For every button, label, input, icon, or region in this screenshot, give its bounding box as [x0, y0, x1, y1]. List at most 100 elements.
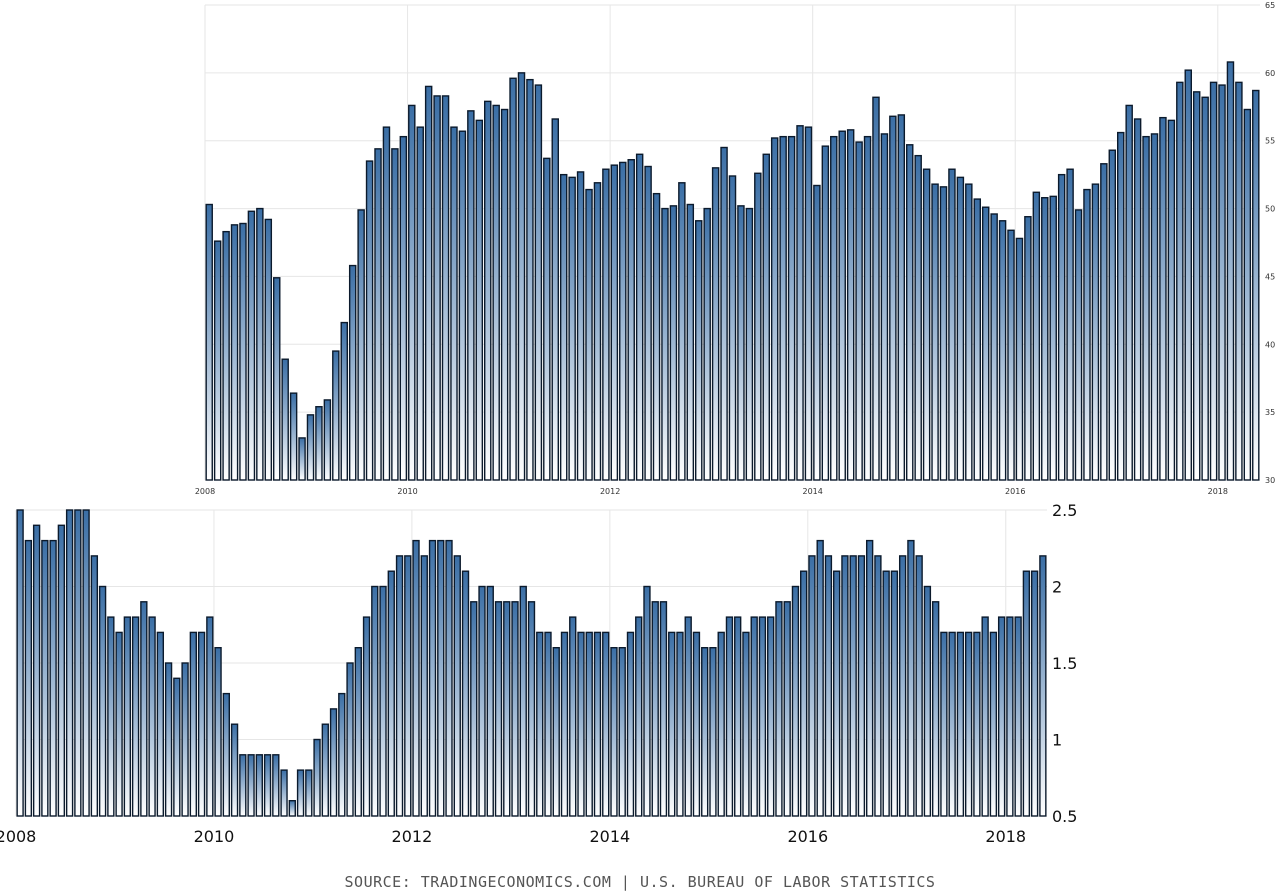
bottom-bar	[371, 585, 379, 817]
top-bar	[509, 77, 517, 481]
bottom-bar	[321, 723, 329, 817]
top-bar	[424, 85, 433, 481]
top-y-tick-label: 45	[1265, 272, 1275, 281]
bottom-bar	[247, 754, 255, 817]
bottom-bar	[659, 601, 668, 817]
bottom-bar	[536, 631, 544, 817]
top-bar	[635, 153, 644, 481]
bottom-bar	[214, 647, 222, 817]
top-bar	[433, 95, 441, 481]
bottom-bar	[717, 631, 725, 817]
bottom-bar	[32, 524, 41, 817]
top-y-tick-label: 65	[1265, 1, 1275, 10]
bottom-bar	[684, 616, 692, 817]
top-bar	[1007, 229, 1015, 481]
top-bar	[973, 198, 981, 481]
top-bar	[1235, 81, 1243, 481]
top-bar	[298, 437, 306, 481]
bottom-bar	[725, 616, 734, 817]
top-bar	[1133, 118, 1142, 481]
top-bar	[543, 157, 551, 481]
top-bar	[230, 224, 239, 481]
top-bar	[1117, 131, 1125, 481]
top-x-tick-label: 2010	[397, 487, 417, 496]
bottom-y-tick-label: 1	[1052, 731, 1062, 750]
bottom-bar	[445, 539, 453, 817]
bottom-bar	[569, 616, 577, 817]
bottom-bar	[148, 616, 156, 817]
bottom-bar	[898, 555, 907, 817]
top-bar	[593, 182, 602, 481]
bottom-bar	[239, 754, 247, 817]
top-bar	[408, 104, 416, 481]
top-bar	[838, 130, 846, 481]
bottom-bar	[593, 631, 602, 817]
bottom-bar	[197, 631, 206, 817]
bottom-bar	[362, 616, 371, 817]
bottom-bar	[750, 616, 758, 817]
bottom-bar	[890, 570, 899, 817]
top-bar	[627, 159, 635, 481]
top-bar	[475, 119, 484, 481]
bottom-bar	[1030, 570, 1039, 817]
top-x-tick-label: 2012	[600, 487, 620, 496]
top-bar	[306, 414, 315, 481]
top-bar	[990, 213, 998, 481]
bottom-y-tick-label: 2.5	[1052, 501, 1077, 520]
bottom-bar	[395, 555, 404, 817]
top-bar	[906, 144, 914, 481]
top-bar	[289, 392, 298, 481]
top-bar	[787, 135, 796, 481]
top-bar	[813, 184, 821, 481]
top-bar	[880, 133, 889, 481]
top-bar	[247, 210, 256, 481]
bottom-bar	[222, 692, 230, 817]
bottom-bar	[519, 585, 527, 817]
top-y-tick-label: 30	[1265, 476, 1275, 485]
top-x-tick-label: 2014	[803, 487, 823, 496]
top-bar	[720, 146, 728, 481]
top-bar	[644, 165, 652, 481]
top-bar	[576, 171, 585, 481]
top-bar	[652, 192, 661, 481]
bottom-bar	[313, 738, 321, 817]
bottom-bar	[206, 616, 214, 817]
top-bar	[416, 126, 424, 481]
bottom-bar	[783, 601, 791, 817]
bottom-bar	[486, 585, 494, 817]
bottom-bar	[552, 647, 560, 817]
top-bar	[821, 145, 830, 481]
top-bar	[695, 220, 703, 481]
top-bar	[1074, 209, 1083, 481]
top-bar	[931, 183, 939, 481]
bottom-bar	[940, 631, 948, 817]
top-bar	[1015, 237, 1024, 481]
top-bar	[1201, 96, 1209, 481]
top-bar	[222, 230, 230, 481]
top-bar	[1032, 191, 1041, 481]
bottom-bar	[989, 631, 998, 817]
bottom-bar	[173, 677, 181, 817]
bottom-bar	[494, 601, 503, 817]
top-bar	[450, 126, 458, 481]
top-bar	[956, 176, 965, 481]
bottom-bar	[923, 585, 932, 817]
bottom-chart: 0.5 1 1.5 2 2.5 2008 2010 2012 2014 2016 2018	[0, 501, 1077, 846]
bottom-bar	[511, 601, 519, 817]
top-bar	[728, 175, 737, 481]
top-bar	[939, 186, 948, 481]
top-y-tick-label: 35	[1265, 408, 1275, 417]
bottom-bar	[907, 539, 915, 817]
bottom-bar	[635, 616, 643, 817]
top-bar	[914, 154, 922, 481]
bottom-bar	[478, 585, 486, 817]
top-bar	[1252, 89, 1260, 481]
top-bar	[205, 203, 213, 481]
bottom-bar	[470, 601, 478, 817]
top-bar	[998, 220, 1007, 481]
top-bar	[619, 161, 627, 481]
top-bar	[602, 168, 610, 481]
top-bar	[1167, 119, 1176, 481]
top-bar	[804, 126, 813, 481]
